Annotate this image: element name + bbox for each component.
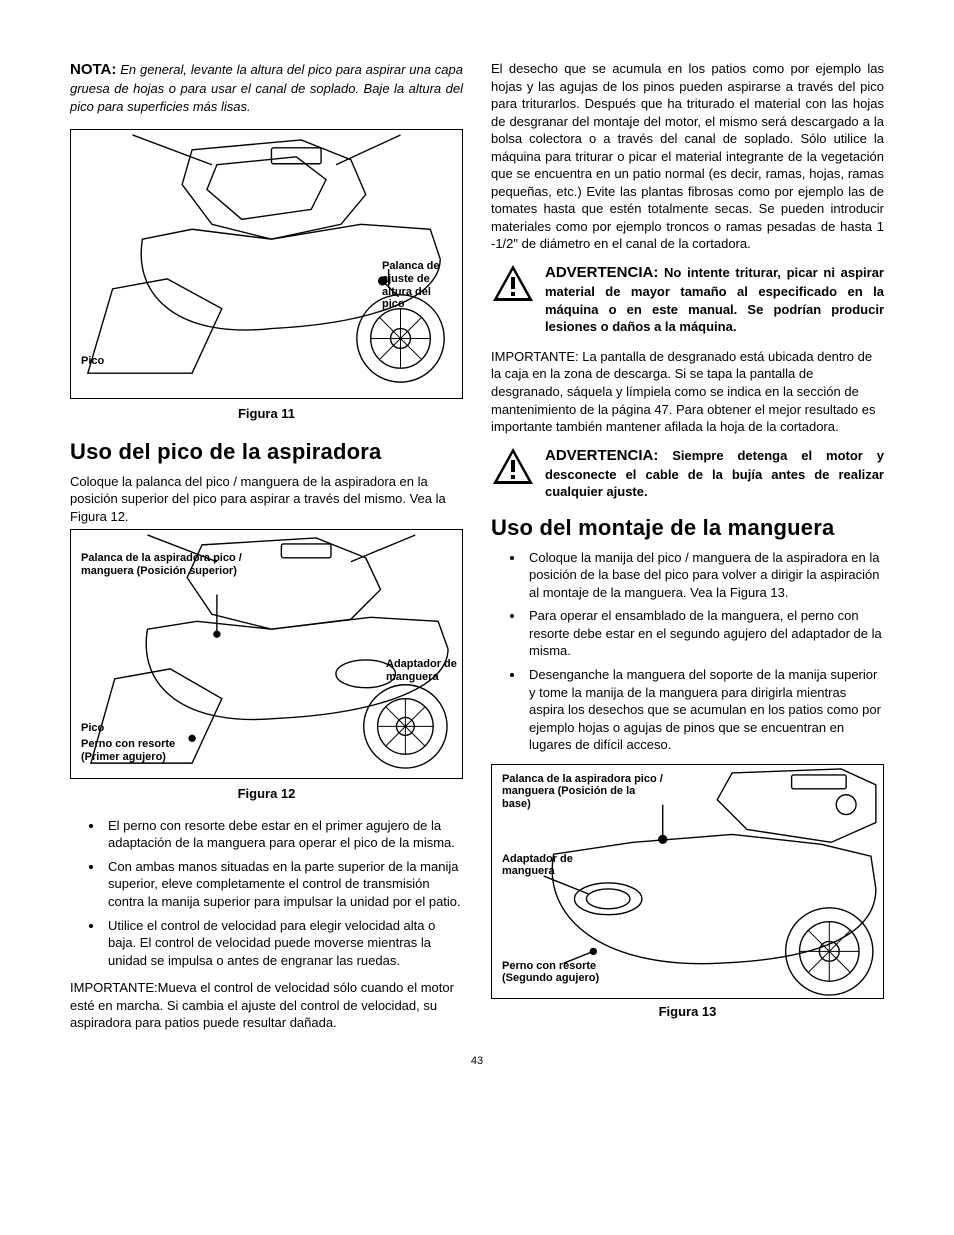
figure-12-caption: Figura 12 (70, 785, 463, 803)
warning-2: ADVERTENCIA: Siempre detenga el motor y … (491, 446, 884, 501)
fig12-label-pico: Pico (81, 722, 104, 735)
fig13-label-perno: Perno con resorte (Segundo agujero) (502, 960, 632, 985)
warning-1-text: ADVERTENCIA: No intente triturar, picar … (545, 263, 884, 336)
warning-1-label: ADVERTENCIA: (545, 264, 658, 281)
fig11-label-palanca: Palanca de ajuste de altura del pico (382, 260, 454, 311)
figure-12: Palanca de la aspiradora pico / manguera… (70, 529, 463, 779)
right-importante: IMPORTANTE: La pantalla de desgranado es… (491, 348, 884, 436)
right-para-1: El desecho que se acumula en los patios … (491, 60, 884, 253)
list-item: Con ambas manos situadas en la parte sup… (104, 858, 463, 911)
nota: NOTA: En general, levante la altura del … (70, 60, 463, 115)
warning-2-text: ADVERTENCIA: Siempre detenga el motor y … (545, 446, 884, 501)
figure-13: Palanca de la aspiradora pico / manguera… (491, 764, 884, 999)
fig13-label-palanca: Palanca de la aspiradora pico / manguera… (502, 773, 667, 811)
right-bullet-list: Coloque la manija del pico / manguera de… (491, 549, 884, 754)
list-item: Desenganche la manguera del soporte de l… (525, 666, 884, 754)
nota-body: En general, levante la altura del pico p… (70, 62, 463, 114)
figure-11-caption: Figura 11 (70, 405, 463, 423)
page-number: 43 (70, 1054, 884, 1069)
list-item: Para operar el ensamblado de la manguera… (525, 607, 884, 660)
fig12-label-adaptador: Adaptador de manguera (386, 658, 458, 683)
figure-11: Palanca de ajuste de altura del pico Pic… (70, 129, 463, 399)
right-section-title: Uso del montaje de la manguera (491, 513, 884, 543)
left-section-intro: Coloque la palanca del pico / manguera d… (70, 473, 463, 526)
fig12-label-palanca: Palanca de la aspiradora pico / manguera… (81, 552, 246, 577)
fig11-label-pico: Pico (81, 355, 104, 368)
figure-13-caption: Figura 13 (491, 1003, 884, 1021)
left-section-title: Uso del pico de la aspiradora (70, 437, 463, 467)
warning-icon (491, 446, 535, 486)
warning-2-label: ADVERTENCIA: (545, 447, 658, 464)
left-bullet-list: El perno con resorte debe estar en el pr… (70, 817, 463, 969)
left-importante: IMPORTANTE:Mueva el control de velocidad… (70, 979, 463, 1032)
list-item: Utilice el control de velocidad para ele… (104, 917, 463, 970)
fig13-label-adaptador: Adaptador de manguera (502, 853, 592, 878)
list-item: Coloque la manija del pico / manguera de… (525, 549, 884, 602)
warning-icon (491, 263, 535, 303)
list-item: El perno con resorte debe estar en el pr… (104, 817, 463, 852)
nota-label: NOTA: (70, 61, 116, 78)
fig12-label-perno: Perno con resorte (Primer agujero) (81, 738, 211, 763)
warning-1: ADVERTENCIA: No intente triturar, picar … (491, 263, 884, 336)
